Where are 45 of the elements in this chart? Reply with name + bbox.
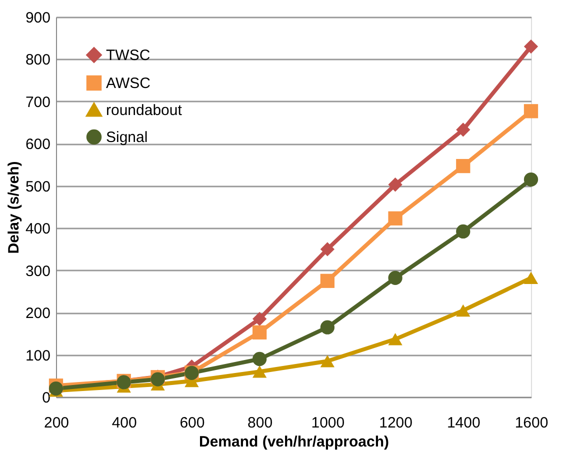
point [456, 122, 470, 137]
x-tick-label: 600 [180, 414, 205, 432]
y-tick-label: 400 [25, 220, 50, 238]
point [524, 104, 538, 118]
y-tick-label: 0 [42, 390, 50, 406]
legend-label: TWSC [106, 47, 150, 64]
point [388, 270, 402, 285]
y-tick-label: 800 [25, 52, 50, 69]
point [524, 272, 538, 284]
point [524, 39, 538, 54]
point [320, 354, 334, 368]
point [320, 320, 334, 334]
point [524, 172, 538, 187]
point [388, 211, 402, 226]
x-tick-label: 1400 [446, 414, 480, 432]
point [456, 224, 470, 239]
y-tick-label: 900 [25, 10, 50, 26]
x-tick-label: 400 [112, 414, 137, 432]
point [320, 274, 334, 288]
point [252, 312, 267, 326]
y-tick-label: 700 [25, 94, 50, 111]
point [388, 333, 402, 346]
x-tick-label: 1000 [311, 414, 345, 432]
x-tick-label: 800 [248, 414, 273, 432]
legend-label: AWSC [106, 75, 151, 92]
y-tick-label: 500 [25, 178, 50, 196]
legend-label: roundabout [106, 102, 183, 119]
point [320, 242, 334, 256]
point [252, 325, 267, 340]
y-tick-label: 100 [25, 347, 50, 364]
point [388, 178, 402, 192]
point [48, 382, 64, 396]
point [456, 304, 470, 317]
point [456, 158, 470, 174]
y-tick-label: 300 [25, 262, 50, 280]
y-tick-label: 200 [25, 305, 50, 322]
y-tick-label: 600 [25, 136, 50, 154]
x-axis-title: Demand (veh/hr/approach) [198, 434, 390, 450]
y-axis-title: Delay (s/veh) [5, 161, 22, 254]
x-tick-label: 200 [44, 414, 70, 432]
x-tick-label: 1200 [379, 414, 412, 432]
point [252, 352, 267, 366]
point [252, 366, 267, 378]
legend-label: Signal [106, 129, 148, 146]
x-tick-label: 1600 [514, 414, 548, 432]
